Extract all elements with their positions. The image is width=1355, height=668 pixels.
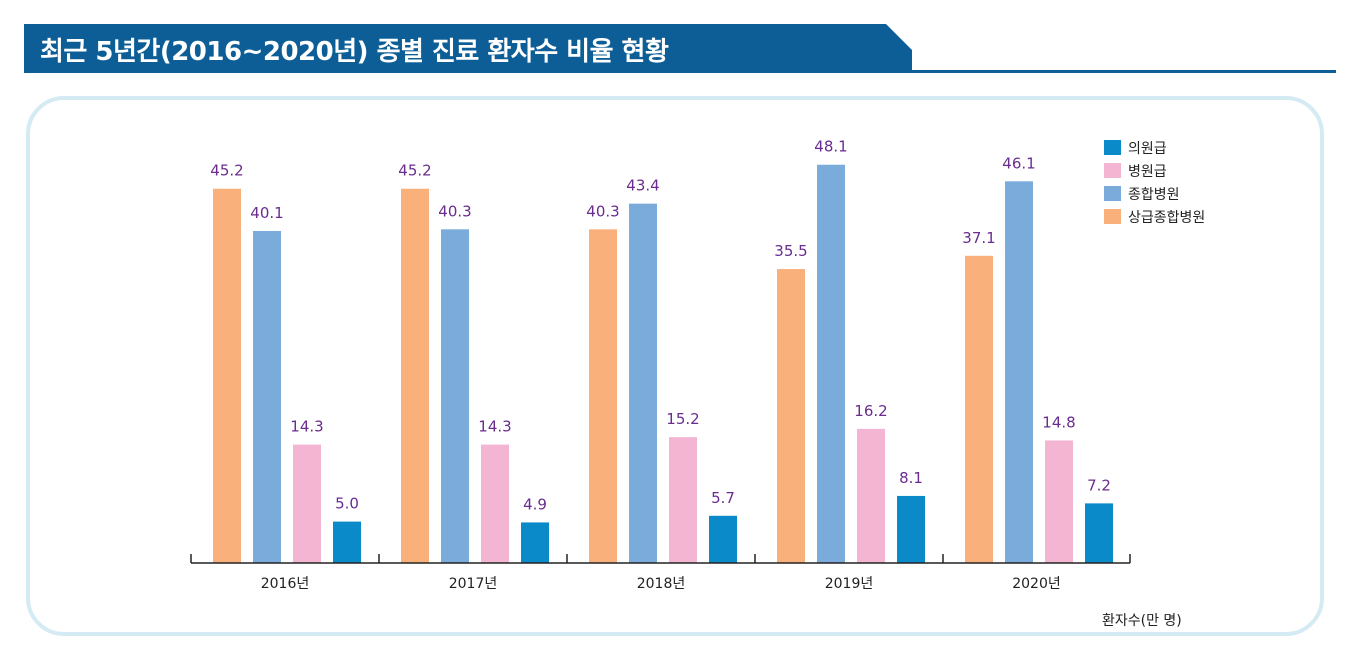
value-label-2018년-의원급: 5.7 — [711, 489, 735, 507]
bar-2018년-의원급 — [709, 515, 737, 563]
category-label-2017년: 2017년 — [449, 576, 498, 592]
value-label-2017년-병원급: 14.3 — [478, 418, 511, 436]
legend-swatch-병원급 — [1104, 163, 1121, 178]
bar-2017년-상급종합병원 — [401, 188, 429, 563]
value-label-2018년-상급종합병원: 40.3 — [586, 202, 619, 220]
legend-swatch-종합병원 — [1104, 186, 1121, 201]
category-label-2020년: 2020년 — [1012, 576, 1061, 592]
value-label-2016년-상급종합병원: 45.2 — [210, 162, 243, 180]
bar-2019년-병원급 — [857, 428, 885, 563]
legend-label-상급종합병원: 상급종합병원 — [1128, 210, 1205, 226]
value-label-2020년-병원급: 14.8 — [1042, 413, 1075, 431]
value-label-2017년-상급종합병원: 45.2 — [398, 162, 431, 180]
bar-2016년-의원급 — [333, 521, 361, 563]
bar-2017년-종합병원 — [441, 229, 469, 564]
bar-2017년-병원급 — [481, 444, 509, 563]
value-label-2018년-병원급: 15.2 — [666, 410, 699, 428]
value-label-2016년-의원급: 5.0 — [335, 495, 359, 513]
category-label-2016년: 2016년 — [261, 576, 310, 592]
page-title: 최근 5년간(2016~2020년) 종별 진료 환자수 비율 현황 — [40, 37, 669, 67]
category-label-2019년: 2019년 — [825, 576, 874, 592]
bar-2020년-병원급 — [1045, 440, 1073, 563]
value-label-2016년-종합병원: 40.1 — [250, 204, 283, 222]
bar-2019년-종합병원 — [817, 164, 845, 563]
bar-2020년-상급종합병원 — [965, 255, 993, 563]
bar-2017년-의원급 — [521, 522, 549, 563]
bar-2018년-상급종합병원 — [589, 229, 617, 564]
value-label-2019년-종합병원: 48.1 — [814, 138, 847, 156]
value-label-2019년-병원급: 16.2 — [854, 402, 887, 420]
bar-2020년-종합병원 — [1005, 181, 1033, 564]
bar-2019년-의원급 — [897, 495, 925, 563]
bar-2016년-상급종합병원 — [213, 188, 241, 563]
value-label-2018년-종합병원: 43.4 — [626, 177, 659, 195]
legend-swatch-의원급 — [1104, 140, 1121, 155]
bar-2019년-상급종합병원 — [777, 269, 805, 563]
bar-2016년-종합병원 — [253, 230, 281, 564]
value-label-2017년-의원급: 4.9 — [523, 495, 547, 513]
value-label-2016년-병원급: 14.3 — [290, 418, 323, 436]
bar-2020년-의원급 — [1085, 503, 1113, 563]
value-label-2020년-상급종합병원: 37.1 — [962, 229, 995, 247]
bar-2018년-종합병원 — [629, 203, 657, 563]
value-label-2020년-종합병원: 46.1 — [1002, 154, 1035, 172]
title-banner — [24, 24, 912, 72]
legend-swatch-상급종합병원 — [1104, 209, 1121, 224]
value-label-2019년-상급종합병원: 35.5 — [774, 242, 807, 260]
bar-2016년-병원급 — [293, 444, 321, 563]
unit-label: 환자수(만 명) — [1102, 613, 1182, 629]
value-label-2017년-종합병원: 40.3 — [438, 202, 471, 220]
category-label-2018년: 2018년 — [637, 576, 686, 592]
legend-label-종합병원: 종합병원 — [1128, 187, 1180, 203]
title-underline — [24, 70, 1336, 73]
bar-2018년-병원급 — [669, 437, 697, 563]
legend-label-병원급: 병원급 — [1128, 164, 1167, 180]
value-label-2019년-의원급: 8.1 — [899, 469, 923, 487]
value-label-2020년-의원급: 7.2 — [1087, 476, 1111, 494]
legend-label-의원급: 의원급 — [1128, 141, 1167, 157]
